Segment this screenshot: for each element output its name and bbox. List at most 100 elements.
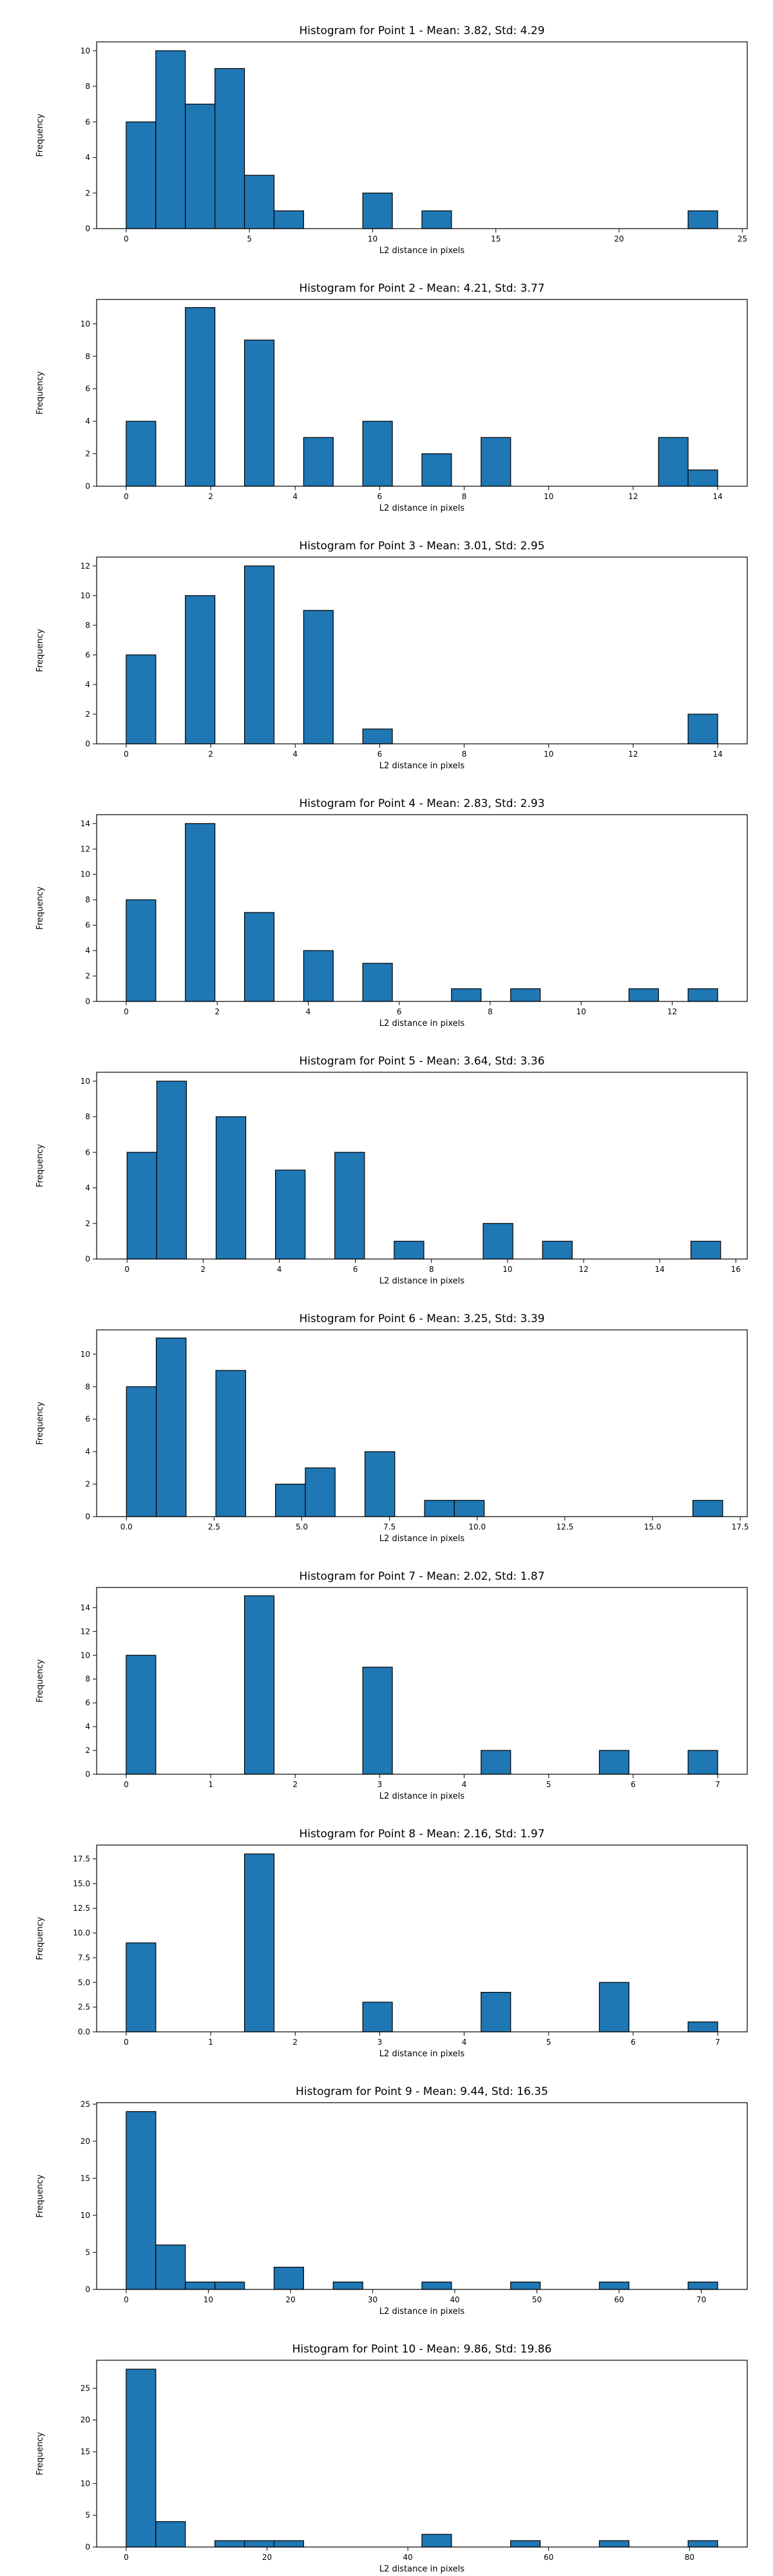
- histogram-bar: [511, 989, 540, 1001]
- histogram-bar: [363, 2002, 392, 2032]
- chart-title: Histogram for Point 9 - Mean: 9.44, Std:…: [296, 2085, 548, 2098]
- x-tick-label: 40: [403, 2553, 412, 2562]
- y-tick-label: 6: [85, 117, 90, 126]
- x-tick-label: 6: [631, 2038, 636, 2047]
- y-tick-label: 14: [81, 1603, 90, 1612]
- y-axis-label: Frequency: [35, 1659, 45, 1702]
- x-tick-label: 0: [124, 2553, 129, 2562]
- y-tick-label: 25: [81, 2099, 90, 2108]
- histogram-panel-4: Histogram for Point 4 - Mean: 2.83, Std:…: [0, 773, 773, 1030]
- histogram-bar: [599, 2282, 629, 2289]
- histogram-bar: [422, 454, 452, 486]
- histogram-bar: [363, 193, 392, 229]
- chart-title: Histogram for Point 7 - Mean: 2.02, Std:…: [299, 1570, 544, 1583]
- histogram-bar: [688, 714, 718, 744]
- histogram-panel-10: Histogram for Point 10 - Mean: 9.86, Std…: [0, 2318, 773, 2576]
- x-tick-label: 2.5: [208, 1522, 220, 1531]
- plot-frame: [97, 2360, 747, 2547]
- x-tick-label: 20: [262, 2553, 272, 2562]
- histogram-bar: [599, 1750, 629, 1774]
- x-tick-label: 10: [204, 2295, 213, 2304]
- x-tick-label: 4: [292, 492, 298, 501]
- x-tick-label: 6: [377, 492, 383, 501]
- histogram-bar: [126, 122, 156, 229]
- histogram-bar: [658, 437, 688, 486]
- histogram-panel-8: Histogram for Point 8 - Mean: 2.16, Std:…: [0, 1803, 773, 2061]
- histogram-bar: [511, 2282, 540, 2289]
- y-axis-label: Frequency: [35, 1917, 45, 1960]
- plot-frame: [97, 1072, 747, 1259]
- x-tick-label: 7: [715, 1780, 720, 1789]
- histogram-bar: [245, 340, 274, 486]
- histogram-bar: [454, 1501, 484, 1517]
- histogram-bar: [157, 1081, 186, 1259]
- histogram-bar: [303, 437, 333, 486]
- y-tick-label: 2: [85, 710, 90, 719]
- histogram-bar: [363, 729, 392, 744]
- y-tick-label: 0: [85, 739, 90, 748]
- histogram-bar: [422, 211, 452, 229]
- x-tick-label: 8: [462, 492, 467, 501]
- histogram-bar: [215, 2282, 245, 2289]
- x-tick-label: 4: [462, 1780, 467, 1789]
- y-tick-label: 5: [85, 2511, 90, 2520]
- x-axis-label: L2 distance in pixels: [379, 504, 465, 513]
- histogram-bar: [126, 421, 156, 486]
- x-tick-label: 0: [124, 750, 129, 759]
- x-tick-label: 10: [502, 1265, 512, 1274]
- histogram-bar: [483, 1224, 513, 1259]
- y-tick-label: 6: [85, 1148, 90, 1157]
- y-tick-label: 6: [85, 650, 90, 659]
- histogram-panel-7: Histogram for Point 7 - Mean: 2.02, Std:…: [0, 1546, 773, 1803]
- x-axis-label: L2 distance in pixels: [379, 761, 465, 771]
- x-tick-label: 16: [731, 1265, 741, 1274]
- y-tick-label: 2: [85, 189, 90, 198]
- histogram-bar: [333, 2282, 363, 2289]
- histogram-bar: [481, 1993, 511, 2032]
- x-tick-label: 10: [368, 234, 377, 243]
- histogram-bar: [186, 104, 215, 229]
- y-tick-label: 10: [81, 319, 90, 328]
- histogram-bar: [245, 1854, 274, 2032]
- histogram-bar: [245, 913, 274, 1001]
- y-tick-label: 8: [85, 621, 90, 630]
- y-tick-label: 15: [81, 2174, 90, 2183]
- x-tick-label: 40: [450, 2295, 459, 2304]
- y-axis-label: Frequency: [35, 629, 45, 672]
- histogram-bar: [693, 1501, 723, 1517]
- histogram-bar: [156, 51, 186, 229]
- y-axis-label: Frequency: [35, 886, 45, 929]
- y-tick-label: 0.0: [78, 2027, 90, 2036]
- x-tick-label: 2: [208, 492, 213, 501]
- y-tick-label: 12: [81, 1627, 90, 1636]
- histogram-bar: [245, 175, 274, 229]
- x-tick-label: 4: [292, 750, 298, 759]
- x-tick-label: 1: [208, 1780, 213, 1789]
- histogram-bar: [127, 1152, 157, 1259]
- chart-title: Histogram for Point 1 - Mean: 3.82, Std:…: [299, 24, 544, 37]
- histogram-bar: [126, 2112, 156, 2289]
- histogram-bar: [215, 68, 245, 229]
- histogram-bar: [126, 655, 156, 744]
- y-axis-label: Frequency: [35, 2432, 45, 2475]
- histogram-bar: [186, 308, 215, 486]
- x-tick-label: 4: [306, 1007, 311, 1016]
- x-tick-label: 2: [208, 750, 213, 759]
- histogram-bar: [245, 2541, 274, 2547]
- y-tick-label: 0: [85, 482, 90, 491]
- chart-title: Histogram for Point 10 - Mean: 9.86, Std…: [292, 2343, 552, 2356]
- histogram-bar: [303, 611, 333, 744]
- x-tick-label: 3: [377, 1780, 383, 1789]
- histogram-bar: [481, 437, 511, 486]
- plot-frame: [97, 1587, 747, 1774]
- y-tick-label: 6: [85, 1698, 90, 1707]
- chart-title: Histogram for Point 8 - Mean: 2.16, Std:…: [299, 1828, 544, 1841]
- x-tick-label: 0: [124, 1265, 129, 1274]
- histogram-bar: [276, 1484, 305, 1517]
- y-tick-label: 10: [81, 1077, 90, 1086]
- x-tick-label: 8: [429, 1265, 434, 1274]
- histogram-bar: [688, 211, 718, 229]
- x-axis-label: L2 distance in pixels: [379, 1792, 465, 1801]
- histogram-bar: [126, 1655, 156, 1774]
- x-tick-label: 0: [124, 234, 129, 243]
